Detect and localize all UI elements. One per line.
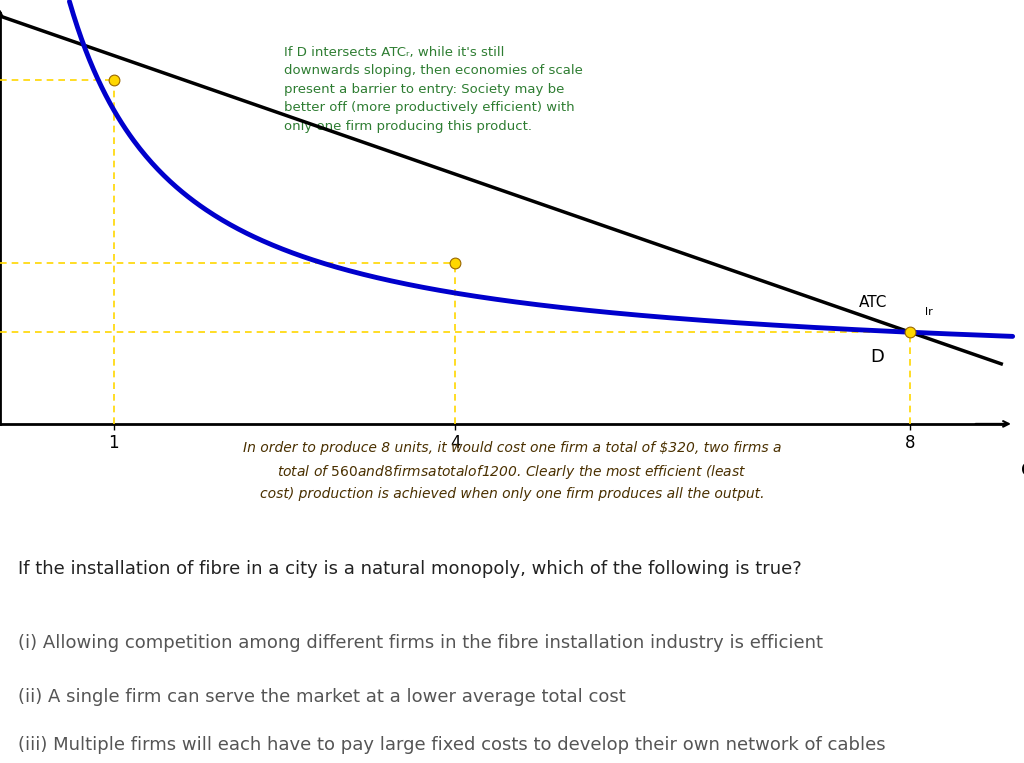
Text: (ii) A single firm can serve the market at a lower average total cost: (ii) A single firm can serve the market … <box>18 688 627 707</box>
Text: (iii) Multiple firms will each have to pay large fixed costs to develop their ow: (iii) Multiple firms will each have to p… <box>18 736 886 754</box>
Point <box>902 326 919 338</box>
Text: If the installation of fibre in a city is a natural monopoly, which of the follo: If the installation of fibre in a city i… <box>18 559 802 578</box>
Text: If D intersects ATCᵣ, while it's still
downwards sloping, then economies of scal: If D intersects ATCᵣ, while it's still d… <box>285 46 584 133</box>
Text: D: D <box>870 349 885 366</box>
Point <box>446 257 463 269</box>
Point <box>105 74 122 86</box>
Text: In order to produce 8 units, it would cost one firm a total of $320, two firms a: In order to produce 8 units, it would co… <box>243 441 781 501</box>
Text: lr: lr <box>925 307 933 317</box>
Text: ATC: ATC <box>859 295 888 310</box>
Text: (i) Allowing competition among different firms in the fibre installation industr: (i) Allowing competition among different… <box>18 634 823 652</box>
Text: Q: Q <box>1021 461 1024 480</box>
